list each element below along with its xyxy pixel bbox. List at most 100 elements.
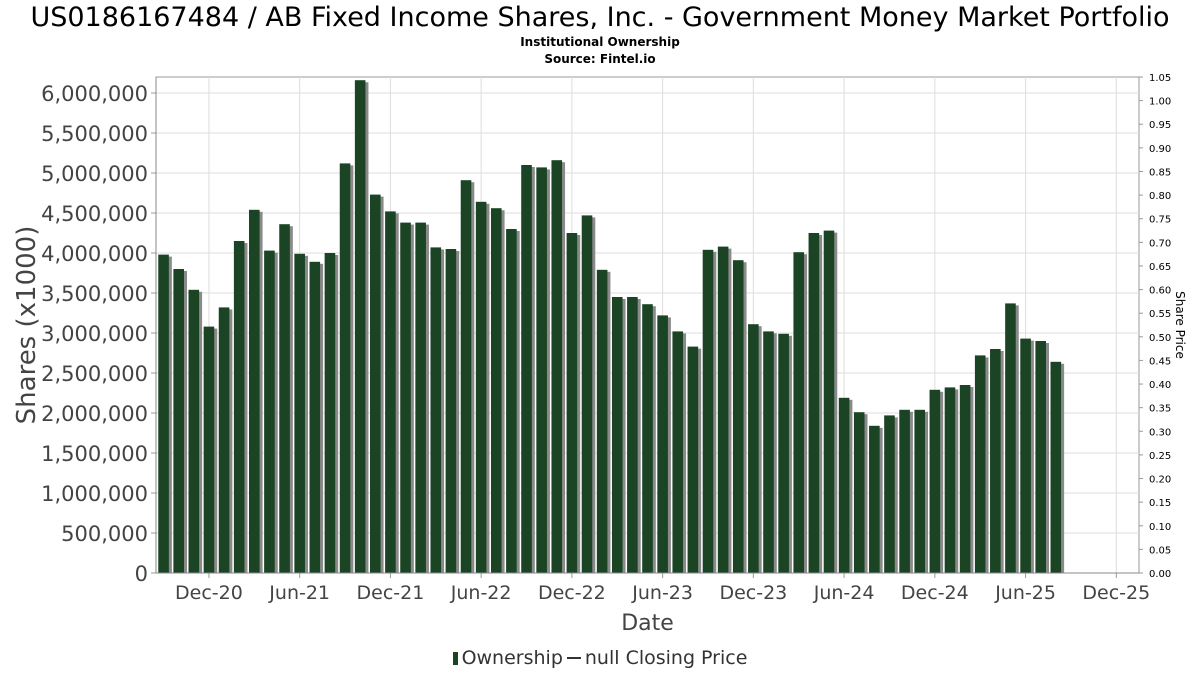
ownership-bar	[1050, 361, 1062, 573]
ownership-legend-swatch	[452, 652, 458, 665]
ownership-bar	[264, 250, 275, 573]
y2-tick-label: 1.05	[1149, 73, 1171, 84]
x-tick-label: Dec-23	[719, 582, 787, 604]
ownership-bar	[672, 331, 684, 573]
legend: Ownership null Closing Price	[0, 647, 1200, 669]
y2-tick-label: 0.30	[1149, 427, 1171, 438]
ownership-bar	[763, 331, 774, 573]
ownership-bar	[627, 297, 638, 573]
y2-tick-label: 0.45	[1149, 356, 1171, 367]
legend-item-closing-price: null Closing Price	[584, 647, 748, 669]
ownership-bar	[309, 261, 321, 573]
ownership-bar	[566, 233, 578, 573]
x-tick-label: Dec-21	[357, 582, 425, 604]
x-tick-label: Dec-25	[1082, 582, 1150, 604]
y-axis-label: Shares (x1000)	[12, 226, 42, 425]
y2-tick-label: 0.80	[1149, 191, 1171, 202]
x-tick-label: Jun-23	[631, 582, 693, 604]
y-tick-label: 3,500,000	[41, 282, 148, 306]
ownership-bar	[959, 385, 971, 573]
y2-tick-label: 0.70	[1149, 238, 1171, 249]
ownership-bar	[823, 230, 835, 573]
ownership-bar	[732, 260, 744, 573]
ownership-bar	[702, 249, 714, 574]
y-tick-label: 1,000,000	[41, 482, 148, 506]
ownership-bar	[218, 307, 230, 573]
ownership-bar	[944, 387, 956, 573]
ownership-bar	[506, 229, 517, 573]
ownership-bar	[475, 201, 487, 574]
y2-axis-label: Share Price	[1173, 291, 1187, 359]
ownership-bar	[611, 297, 623, 573]
ownership-bar	[339, 163, 351, 573]
ownership-bar	[717, 246, 729, 573]
ownership-bar	[1020, 338, 1031, 573]
ownership-bar	[869, 425, 880, 573]
ownership-bar	[914, 409, 926, 573]
ownership-bar	[853, 412, 865, 573]
x-tick-label: Jun-21	[268, 582, 330, 604]
ownership-bar	[294, 253, 305, 574]
y-tick-label: 2,000,000	[41, 402, 148, 426]
closing-price-legend-line	[566, 657, 581, 659]
ownership-bar	[551, 160, 563, 573]
ownership-bar	[990, 349, 1001, 573]
x-tick-label: Jun-25	[994, 582, 1056, 604]
ownership-bar	[974, 355, 986, 573]
ownership-bars	[158, 80, 1065, 574]
ownership-bar	[1005, 303, 1016, 573]
ownership-bar	[415, 222, 426, 573]
ownership-bar	[581, 215, 593, 573]
legend-item-ownership: Ownership	[461, 647, 563, 669]
y2-tick-label: 0.55	[1149, 309, 1171, 320]
ownership-bar	[203, 326, 215, 573]
y-tick-label: 500,000	[61, 522, 148, 546]
ownership-bar	[1035, 341, 1046, 573]
ownership-bar	[929, 389, 941, 573]
ownership-bar	[536, 167, 547, 573]
ownership-bar	[657, 315, 668, 573]
ownership-bar	[899, 409, 910, 573]
y-tick-label: 0	[135, 562, 148, 586]
y2-tick-label: 0.95	[1149, 120, 1171, 131]
y2-tick-label: 0.65	[1149, 262, 1171, 273]
ownership-bar	[188, 289, 200, 573]
ownership-bar	[324, 253, 336, 573]
y-tick-label: 4,500,000	[41, 202, 148, 226]
x-tick-label: Dec-20	[175, 582, 243, 604]
ownership-bar	[430, 247, 442, 573]
y2-tick-label: 1.00	[1149, 97, 1171, 108]
ownership-bar	[687, 346, 699, 573]
x-tick-label: Jun-24	[813, 582, 875, 604]
y2-tick-label: 0.50	[1149, 333, 1171, 344]
chart-subtitle-source: Source: Fintel.io	[544, 52, 656, 66]
y-tick-label: 2,500,000	[41, 362, 148, 386]
ownership-bar	[460, 180, 472, 573]
ownership-bar	[369, 194, 381, 573]
chart-subtitle-ownership: Institutional Ownership	[520, 35, 680, 49]
ownership-bar	[385, 211, 396, 573]
y-tick-label: 3,000,000	[41, 322, 148, 346]
ownership-bar	[642, 304, 653, 573]
ownership-bar	[158, 254, 169, 573]
ownership-bar	[445, 249, 457, 573]
ownership-bar	[490, 208, 502, 573]
y-tick-label: 6,000,000	[41, 82, 148, 106]
y2-tick-label: 0.15	[1149, 498, 1171, 509]
y-tick-label: 1,500,000	[41, 442, 148, 466]
y2-tick-label: 0.20	[1149, 475, 1171, 486]
y-tick-label: 5,000,000	[41, 162, 148, 186]
axes: 0 500,000 1,000,000 1,500,000 2,000,000 2,500…	[41, 73, 1171, 604]
x-axis-label: Date	[621, 611, 674, 636]
x-tick-label: Dec-22	[538, 582, 606, 604]
y2-tick-label: 0.60	[1149, 286, 1171, 297]
ownership-bar	[354, 80, 366, 573]
y2-tick-label: 0.10	[1149, 522, 1171, 533]
x-tick-label: Dec-24	[901, 582, 969, 604]
ownership-bar	[884, 415, 895, 573]
ownership-bar	[173, 269, 184, 573]
ownership-bar	[400, 222, 411, 573]
y2-tick-label: 0.75	[1149, 215, 1171, 226]
x-tick-label: Jun-22	[450, 582, 512, 604]
